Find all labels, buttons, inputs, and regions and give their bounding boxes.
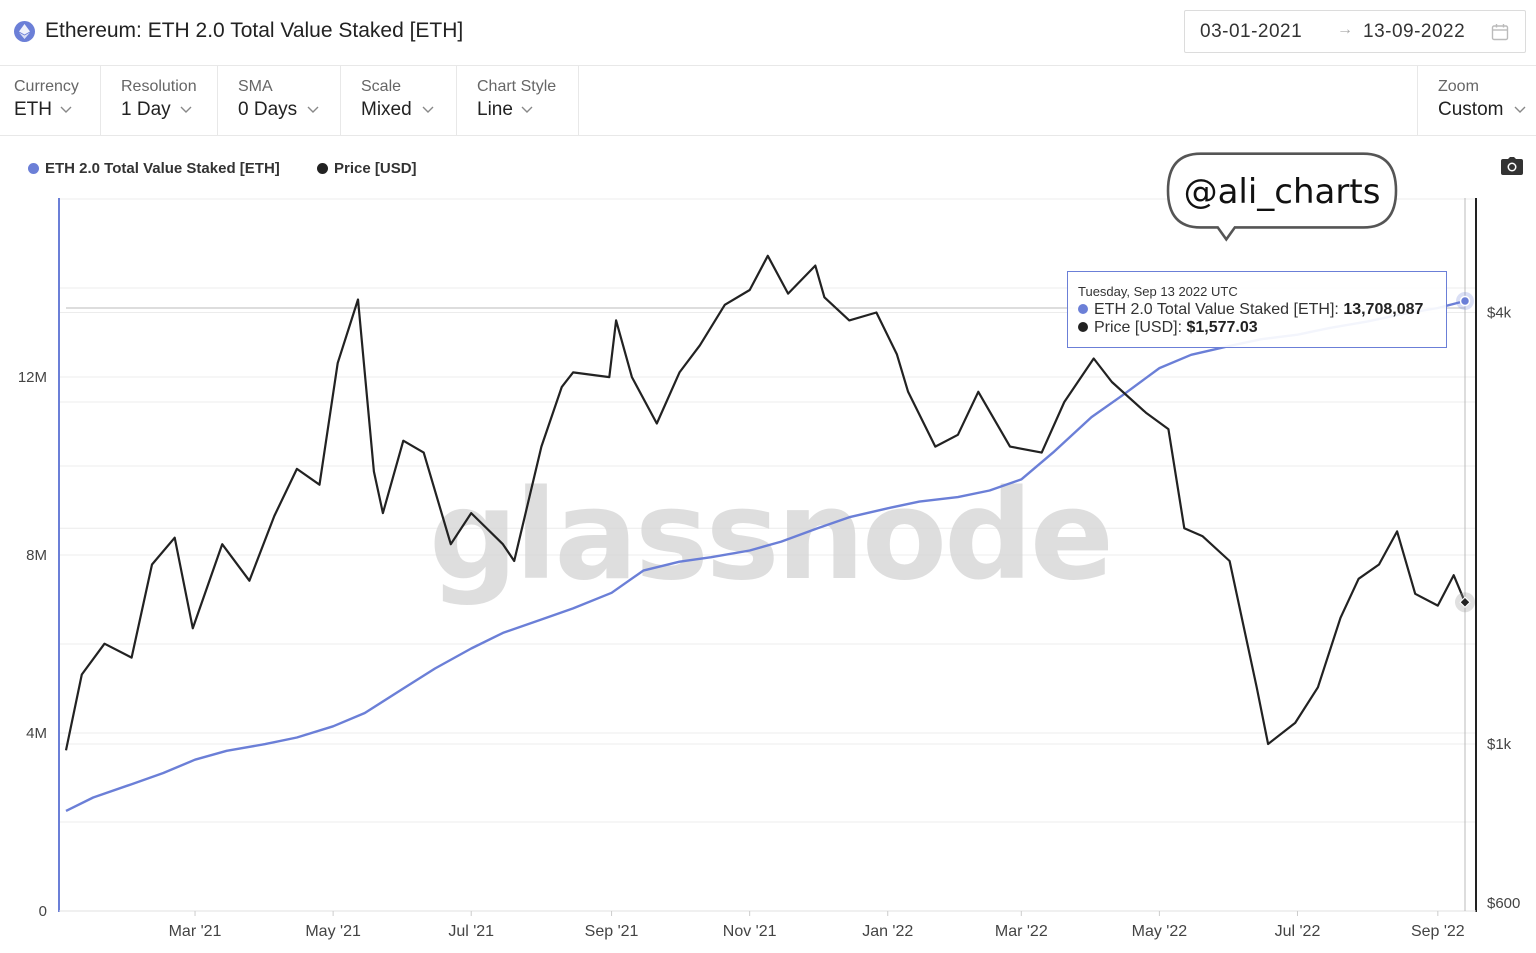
scale-select[interactable]: Scale Mixed (341, 66, 457, 136)
tooltip-dot-price (1078, 322, 1088, 332)
currency-select[interactable]: Currency ETH (0, 66, 101, 136)
left-axis-tick-label: 12M (18, 369, 47, 386)
series-line-price (64, 254, 1467, 751)
hover-point-staked (1459, 295, 1471, 307)
legend-dot-staked (28, 163, 39, 174)
x-tick-label: Jan '22 (862, 923, 913, 940)
x-tick-label: May '22 (1132, 923, 1188, 940)
chevron-down-icon (521, 106, 533, 113)
tooltip-date: Tuesday, Sep 13 2022 UTC (1078, 284, 1238, 299)
right-axis-tick-label: $4k (1487, 305, 1512, 322)
x-tick-label: Sep '22 (1411, 923, 1465, 940)
annotation-text: @ali_charts (1183, 172, 1381, 212)
page-title: Ethereum: ETH 2.0 Total Value Staked [ET… (45, 19, 464, 42)
date-range-picker[interactable]: 03-01-2021 → 13-09-2022 (1184, 10, 1526, 53)
tooltip-dot-staked (1078, 304, 1088, 314)
zoom-label: Zoom (1438, 78, 1479, 95)
tooltip-staked-value: 13,708,087 (1343, 301, 1424, 318)
chart-style-select[interactable]: Chart Style Line (457, 66, 579, 136)
resolution-label: Resolution (121, 78, 197, 95)
x-tick-label: Mar '22 (995, 923, 1048, 940)
chevron-down-icon (422, 106, 434, 113)
date-from-input[interactable]: 03-01-2021 (1200, 21, 1303, 42)
legend-dot-price (317, 163, 328, 174)
legend-item-staked[interactable]: ETH 2.0 Total Value Staked [ETH] (28, 160, 280, 177)
chart-style-value: Line (477, 99, 513, 120)
sma-value: 0 Days (238, 99, 298, 120)
tooltip-row-price: Price [USD]: $1,577.03 (1078, 319, 1258, 337)
currency-value: ETH (14, 99, 52, 120)
chevron-down-icon (60, 106, 72, 113)
sma-select[interactable]: SMA 0 Days (218, 66, 341, 136)
date-range-arrow: → (1337, 21, 1353, 38)
chevron-down-icon (1514, 106, 1526, 113)
tooltip-row-staked: ETH 2.0 Total Value Staked [ETH]: 13,708… (1078, 301, 1423, 319)
left-axis-tick-label: 4M (26, 725, 47, 742)
chevron-down-icon (180, 106, 192, 113)
x-tick-label: Nov '21 (723, 923, 777, 940)
chart-tooltip: Tuesday, Sep 13 2022 UTC ETH 2.0 Total V… (1067, 271, 1447, 348)
calendar-icon[interactable] (1491, 23, 1509, 41)
resolution-value: 1 Day (121, 99, 171, 120)
tooltip-price-label: Price [USD]: (1094, 319, 1183, 336)
x-tick-label: Mar '21 (169, 923, 222, 940)
camera-icon[interactable] (1501, 157, 1523, 175)
chart-style-label: Chart Style (477, 78, 557, 95)
tooltip-staked-label: ETH 2.0 Total Value Staked [ETH]: (1094, 301, 1339, 318)
x-tick-label: Jul '21 (448, 923, 494, 940)
date-to-input[interactable]: 13-09-2022 (1363, 21, 1466, 42)
tooltip-price-value: $1,577.03 (1186, 319, 1258, 336)
currency-label: Currency (14, 78, 79, 95)
resolution-select[interactable]: Resolution 1 Day (101, 66, 218, 136)
chart-area: glassnode Mar '21 May '21 Jul '21 Sep '21 No… (18, 198, 1520, 940)
speech-bubble (1166, 152, 1398, 242)
left-axis-tick-label: 0 (39, 903, 47, 920)
scale-label: Scale (361, 78, 402, 95)
left-axis-tick-label: 8M (26, 547, 47, 564)
ethereum-icon (14, 21, 35, 42)
zoom-select[interactable]: Zoom Custom (1417, 66, 1536, 136)
right-axis-tick-label: $600 (1487, 895, 1520, 912)
x-tick-label: Jul '22 (1275, 923, 1321, 940)
zoom-value: Custom (1438, 99, 1504, 120)
scale-value: Mixed (361, 99, 412, 120)
right-axis-tick-label: $1k (1487, 736, 1512, 753)
legend-label-staked: ETH 2.0 Total Value Staked [ETH] (45, 160, 280, 177)
hover-point-price (1459, 596, 1471, 608)
header: Ethereum: ETH 2.0 Total Value Staked [ET… (0, 0, 1536, 66)
legend-label-price: Price [USD] (334, 160, 417, 177)
legend-item-price[interactable]: Price [USD] (317, 160, 417, 177)
sma-label: SMA (238, 78, 273, 95)
x-tick-label: Sep '21 (585, 923, 639, 940)
toolbar: Currency ETH Resolution 1 Day SMA 0 Days… (0, 66, 1536, 136)
x-tick-label: May '21 (305, 923, 361, 940)
chevron-down-icon (307, 106, 319, 113)
